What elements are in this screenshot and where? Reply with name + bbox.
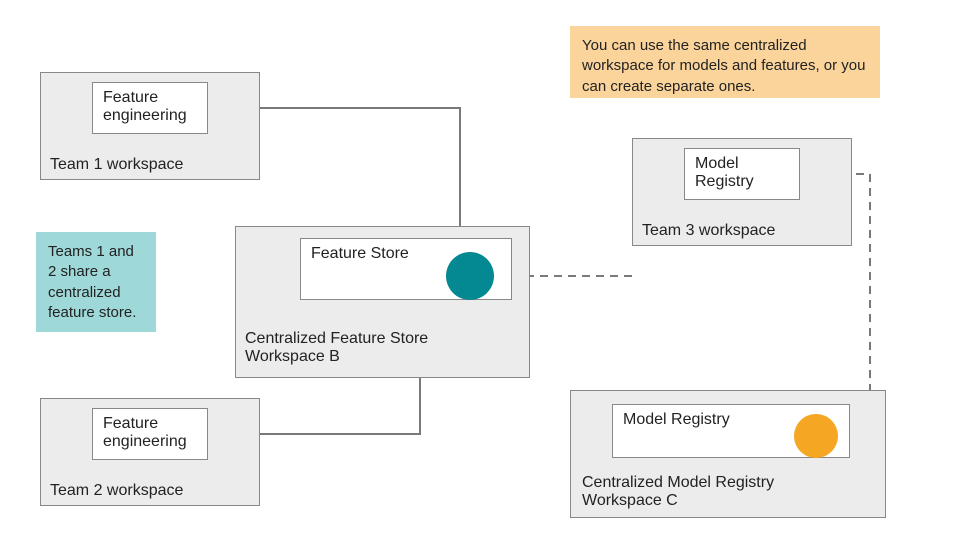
feature-engineering-box-team1: Featureengineering bbox=[92, 82, 208, 134]
workspace-label-team1: Team 1 workspace bbox=[50, 156, 183, 174]
workspace-label-feature-store: Centralized Feature StoreWorkspace B bbox=[245, 330, 428, 366]
callout-text: You can use the same centralized workspa… bbox=[582, 37, 865, 95]
feature-store-circle-icon bbox=[446, 252, 494, 300]
workspace-label-team2: Team 2 workspace bbox=[50, 482, 183, 500]
model-registry-box-team3: ModelRegistry bbox=[684, 148, 800, 200]
callout-text: Teams 1 and 2 share a centralized featur… bbox=[48, 243, 136, 321]
inner-label: ModelRegistry bbox=[695, 155, 754, 190]
feature-engineering-box-team2: Featureengineering bbox=[92, 408, 208, 460]
model-registry-circle-icon bbox=[794, 414, 838, 458]
diagram-canvas: Teams 1 and 2 share a centralized featur… bbox=[0, 0, 960, 540]
callout-shared-feature-store: Teams 1 and 2 share a centralized featur… bbox=[36, 232, 156, 332]
inner-label: Model Registry bbox=[623, 411, 730, 428]
inner-label: Feature Store bbox=[311, 245, 409, 262]
workspace-label-team3: Team 3 workspace bbox=[642, 222, 775, 240]
workspace-label-model-registry: Centralized Model RegistryWorkspace C bbox=[582, 474, 774, 510]
inner-label: Featureengineering bbox=[103, 89, 187, 124]
callout-centralized-workspace: You can use the same centralized workspa… bbox=[570, 26, 880, 98]
inner-label: Featureengineering bbox=[103, 415, 187, 450]
